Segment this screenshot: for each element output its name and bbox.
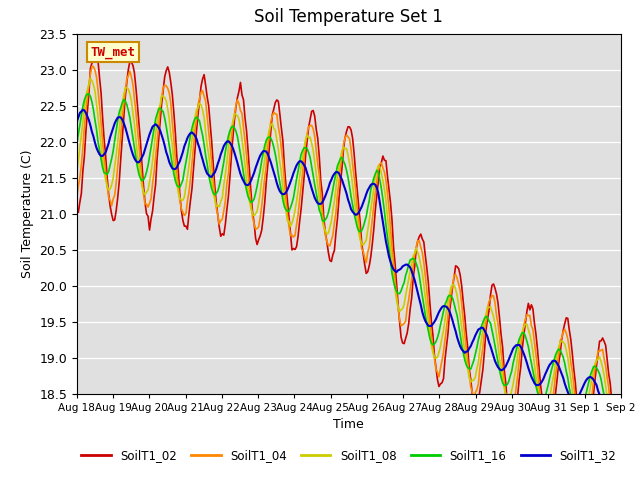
Legend: SoilT1_02, SoilT1_04, SoilT1_08, SoilT1_16, SoilT1_32: SoilT1_02, SoilT1_04, SoilT1_08, SoilT1_… [76,444,621,467]
SoilT1_16 [264,135,271,141]
SoilT1_32 [588,375,596,381]
SoilT1_08 [73,168,81,174]
SoilT1_16 [588,368,596,374]
SoilT1_02 [264,162,271,168]
SoilT1_04 [264,144,271,150]
SoilT1_32 [606,414,614,420]
SoilT1_08 [255,200,262,206]
SoilT1_08 [264,135,271,141]
SoilT1_08 [141,192,149,197]
Line: SoilT1_08: SoilT1_08 [77,79,621,444]
SoilT1_08 [617,433,625,439]
Text: TW_met: TW_met [90,46,136,59]
SoilT1_04 [237,108,244,114]
Line: SoilT1_32: SoilT1_32 [77,110,621,417]
Line: SoilT1_02: SoilT1_02 [77,49,621,465]
Title: Soil Temperature Set 1: Soil Temperature Set 1 [254,9,444,26]
SoilT1_32 [79,107,86,113]
X-axis label: Time: Time [333,418,364,431]
SoilT1_04 [588,393,596,398]
SoilT1_16 [85,91,93,96]
SoilT1_16 [617,414,625,420]
SoilT1_02 [617,462,625,468]
Line: SoilT1_16: SoilT1_16 [77,94,621,432]
SoilT1_16 [609,429,617,435]
SoilT1_16 [141,174,149,180]
SoilT1_32 [141,146,149,152]
SoilT1_02 [237,80,244,85]
SoilT1_16 [237,151,244,156]
SoilT1_02 [141,200,149,205]
SoilT1_02 [312,126,320,132]
SoilT1_02 [255,237,262,242]
SoilT1_02 [73,210,81,216]
SoilT1_32 [255,156,262,162]
SoilT1_04 [141,201,149,207]
Y-axis label: Soil Temperature (C): Soil Temperature (C) [20,149,34,278]
SoilT1_16 [312,190,320,195]
SoilT1_32 [73,119,81,125]
SoilT1_32 [312,198,320,204]
SoilT1_32 [237,171,244,177]
SoilT1_08 [237,125,244,131]
SoilT1_08 [312,171,320,177]
SoilT1_16 [255,175,262,181]
SoilT1_04 [312,147,320,153]
SoilT1_04 [617,445,625,451]
SoilT1_08 [86,76,94,82]
SoilT1_16 [73,142,81,147]
SoilT1_04 [255,224,262,230]
SoilT1_02 [91,47,99,52]
SoilT1_04 [616,452,623,457]
SoilT1_02 [588,407,596,412]
Line: SoilT1_04: SoilT1_04 [77,67,621,455]
SoilT1_04 [90,64,97,70]
SoilT1_08 [588,374,596,380]
SoilT1_32 [617,397,625,403]
SoilT1_32 [264,151,271,157]
SoilT1_04 [73,194,81,200]
SoilT1_08 [614,441,621,446]
